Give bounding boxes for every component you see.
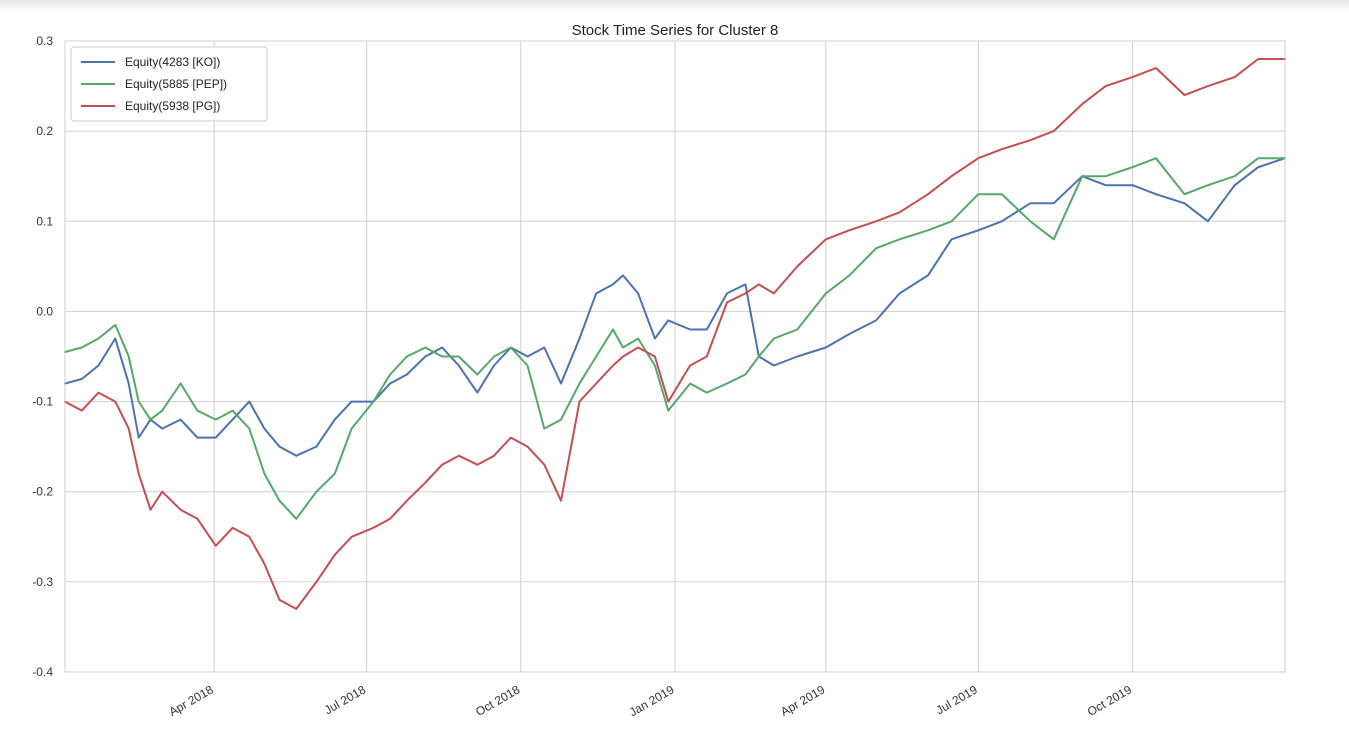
series-line <box>64 58 1286 610</box>
legend: Equity(4283 [KO]) Equity(5885 [PEP]) Equit… <box>70 46 268 122</box>
series-line <box>64 157 1286 457</box>
x-tick-label: Jan 2019 <box>627 682 677 719</box>
x-tick-label: Jul 2018 <box>322 682 369 717</box>
series-lines <box>64 58 1286 610</box>
y-tick-label: -0.4 <box>32 665 53 679</box>
x-axis: Apr 2018 Jul 2018 Oct 2018 Jan 2019 Apr 2019… <box>166 682 1134 719</box>
y-tick-label: 0.1 <box>36 214 53 228</box>
legend-box <box>70 46 268 122</box>
x-tick-label: Oct 2018 <box>473 682 522 719</box>
series-line <box>64 157 1286 520</box>
legend-label: Equity(5938 [PG]) <box>125 99 220 113</box>
y-tick-label: 0.3 <box>36 34 53 48</box>
y-tick-label: -0.1 <box>32 395 53 409</box>
window-top-strip <box>0 0 1349 12</box>
x-tick-label: Apr 2019 <box>778 682 827 719</box>
plot-frame <box>64 40 1286 673</box>
x-tick-label: Oct 2019 <box>1085 682 1134 719</box>
x-tick-label: Jul 2019 <box>934 682 981 717</box>
y-tick-label: 0.2 <box>36 124 53 138</box>
y-tick-label: -0.2 <box>32 485 53 499</box>
x-tick-label: Apr 2018 <box>166 682 215 719</box>
chart-title: Stock Time Series for Cluster 8 <box>572 22 779 39</box>
y-axis: 0.3 0.2 0.1 0.0 -0.1 -0.2 -0.3 -0.4 <box>32 34 53 679</box>
legend-label: Equity(4283 [KO]) <box>125 55 220 69</box>
y-tick-label: -0.3 <box>32 575 53 589</box>
y-tick-label: 0.0 <box>36 304 53 318</box>
legend-label: Equity(5885 [PEP]) <box>125 77 227 91</box>
